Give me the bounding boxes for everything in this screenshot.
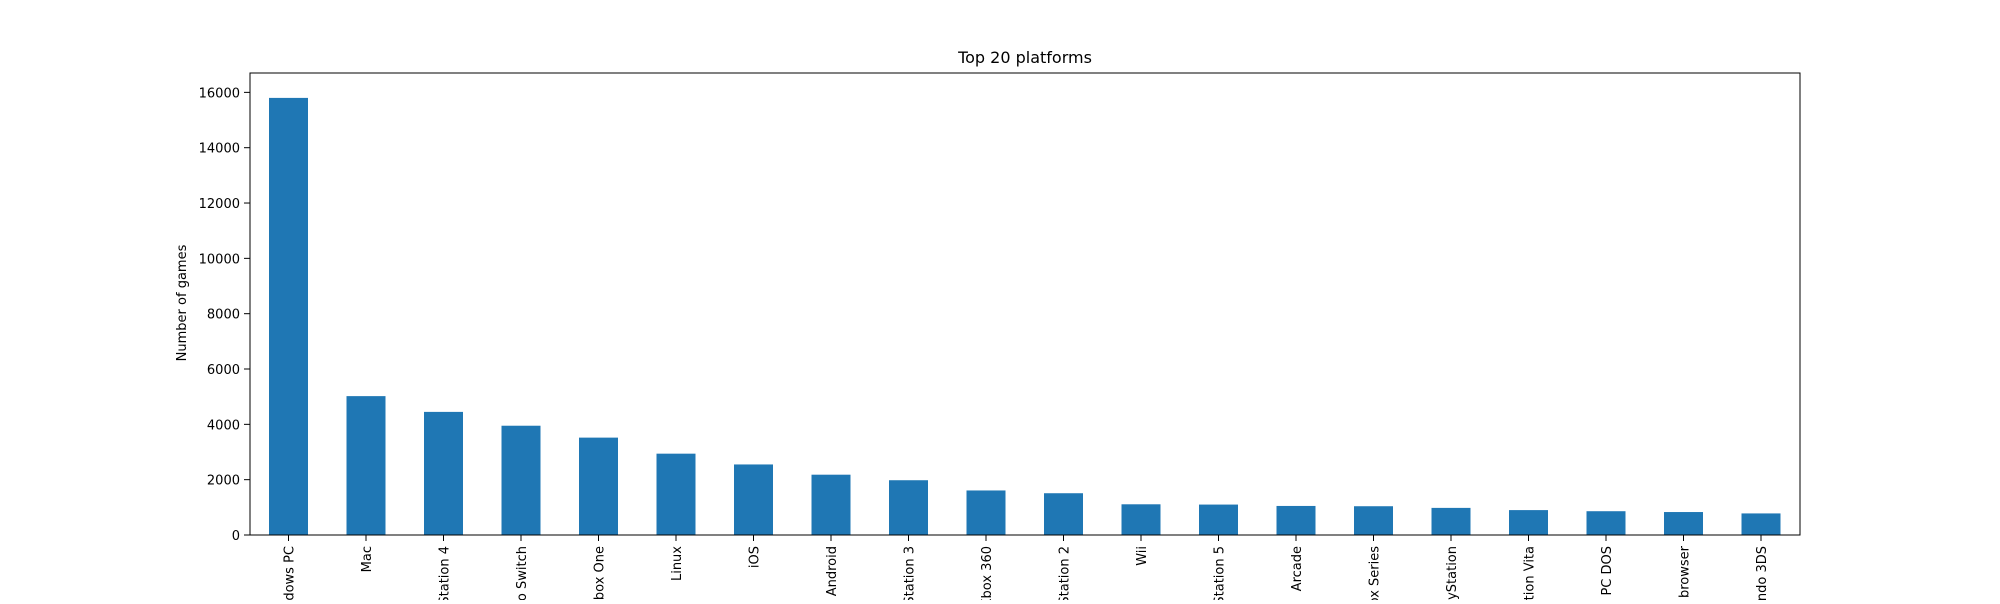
bar [1431,507,1471,535]
y-tick-label: 0 [232,529,240,544]
bar [1664,512,1703,535]
x-tick-label: PlayStation Vita [1523,546,1538,600]
x-tick-label: Web browser [1678,545,1693,600]
bar [579,437,618,535]
bar [1044,493,1083,535]
bar [1354,506,1393,535]
chart-title: Top 20 platforms [957,48,1092,67]
bar [656,453,696,535]
bar [346,396,386,535]
y-axis-label: Number of games [175,244,190,361]
bar [966,490,1006,535]
bar [501,425,541,535]
x-tick-label: PlayStation [1445,546,1460,600]
bar [889,480,928,535]
bar [1276,505,1316,535]
bar [269,97,308,536]
plot-area-frame [249,72,1801,536]
x-axis-ticks: Windows PC Mac PlayStation 4 Nintendo Switc… [283,535,1770,600]
x-tick-label: Xbox 360 [980,546,995,600]
x-tick-label: Xbox Series [1368,546,1383,600]
x-tick-label: PlayStation 3 [903,546,918,600]
bars-group [269,97,1781,536]
x-tick-label: Arcade [1290,546,1305,591]
x-tick-label: Android [825,546,840,596]
bar [1741,513,1781,535]
y-tick-label: 2000 [207,474,240,489]
x-tick-label: iOS [748,546,763,568]
y-tick-label: 10000 [199,252,240,267]
x-tick-label: Wii [1135,546,1150,566]
y-tick-label: 16000 [199,86,240,101]
x-tick-label: Xbox One [593,546,608,600]
x-tick-label: Linux [670,546,685,581]
x-tick-label: PlayStation 2 [1058,546,1073,600]
y-tick-label: 6000 [207,363,240,378]
x-tick-label: Windows PC [283,546,298,600]
y-tick-label: 14000 [199,142,240,157]
bar [1121,504,1161,535]
bar [734,464,773,535]
x-tick-label: PlayStation 5 [1213,546,1228,600]
bar [1509,510,1548,535]
bar [1586,511,1626,535]
x-tick-label: Nintendo Switch [515,546,530,600]
bar [1199,504,1238,535]
y-tick-label: 4000 [207,418,240,433]
x-tick-label: Mac [360,546,375,572]
x-tick-label: Nintendo 3DS [1755,546,1770,600]
y-tick-label: 12000 [199,197,240,212]
bar [424,411,463,535]
y-axis-ticks: 0 2000 4000 6000 8000 10000 12000 14000 16000 [199,86,250,544]
y-tick-label: 8000 [207,308,240,323]
x-tick-label: PlayStation 4 [438,546,453,600]
x-tick-label: PC DOS [1600,546,1615,596]
bar [811,474,851,535]
